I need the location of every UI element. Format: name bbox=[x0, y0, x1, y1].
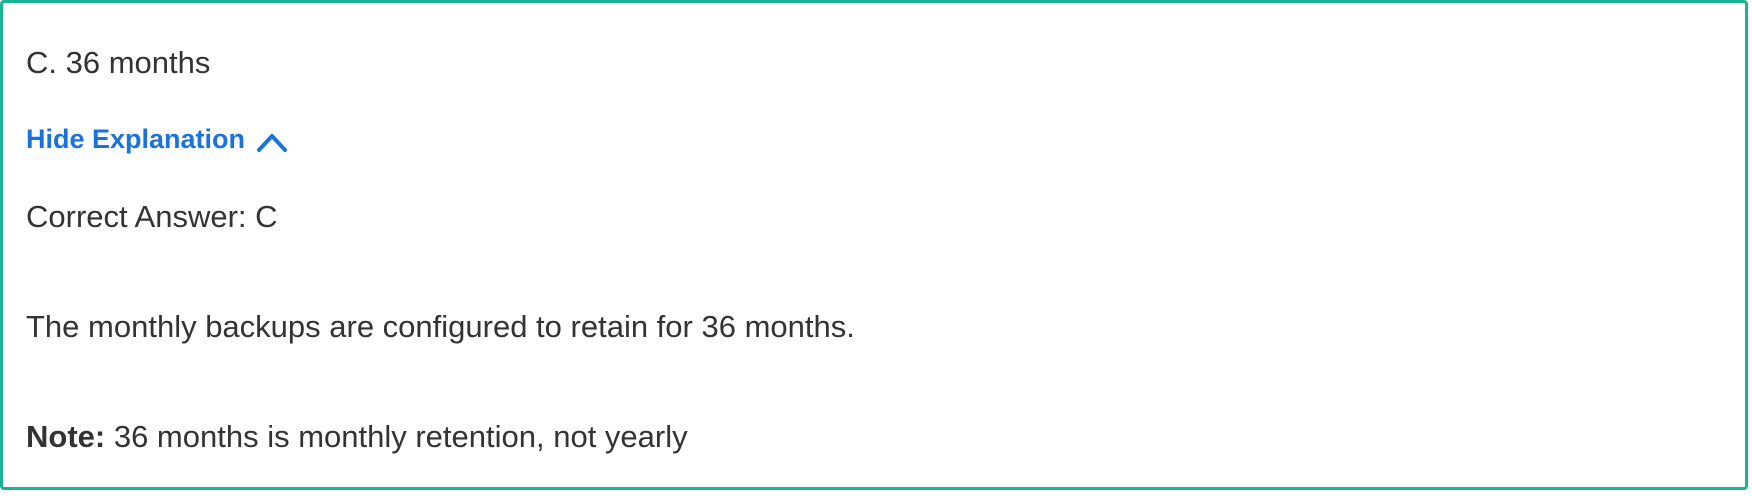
note-label: Note: bbox=[26, 419, 106, 454]
note: Note: 36 months is monthly retention, no… bbox=[26, 417, 688, 457]
chevron-up-icon bbox=[255, 127, 289, 152]
hide-explanation-button[interactable]: Hide Explanation bbox=[26, 121, 289, 157]
correct-answer-text: Correct Answer: C bbox=[26, 199, 278, 234]
explanation-text: The monthly backups are configured to re… bbox=[26, 309, 855, 344]
hide-explanation-label: Hide Explanation bbox=[26, 124, 246, 154]
note-text: 36 months is monthly retention, not year… bbox=[105, 419, 688, 454]
answer-option: C. 36 months bbox=[26, 45, 211, 80]
